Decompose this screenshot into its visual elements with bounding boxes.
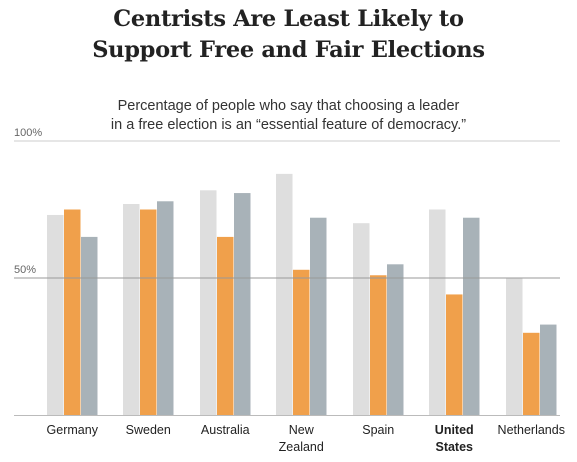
chart-subtitle-line-2: in a free election is an “essential feat… [110,117,467,133]
bar-series-1-4 [353,223,370,415]
x-tick-label-1: Sweden [126,423,171,437]
bar-series-1-6 [506,278,523,415]
bar-series-1-5 [429,209,446,415]
chart-subtitle: Percentage of people who say that choosi… [0,97,577,135]
x-tick-label-2: Australia [201,423,250,437]
bar-series-1-2 [200,190,217,415]
x-tick-label-4: Spain [362,423,394,437]
bar-series-3-2 [234,193,251,415]
bar-series-1-3 [276,173,293,415]
bar-series-2-2 [217,236,234,415]
bar-series-1-1 [123,204,140,415]
x-tick-label-3: New Zealand [279,423,324,454]
chart-title-line-1: Centrists Are Least Likely to [113,6,464,32]
chart-title-line-2: Support Free and Fair Elections [92,37,485,63]
x-tick-label-6: Netherlands [498,423,565,437]
x-tick-label-5: United States [435,423,474,454]
bar-series-2-0 [64,209,81,415]
bar-series-2-5 [446,294,463,415]
bar-series-2-4 [370,275,387,415]
bar-series-3-5 [463,217,480,415]
bar-series-3-6 [540,324,557,415]
x-tick-label-0: Germany [47,423,99,437]
y-tick-label-1: 50% [14,264,36,276]
chart-subtitle-line-1: Percentage of people who say that choosi… [117,98,460,114]
bar-series-3-0 [81,236,98,415]
y-tick-label-0: 100% [14,127,42,139]
bar-series-3-1 [157,201,174,415]
bar-series-1-0 [47,214,64,415]
chart-title: Centrists Are Least Likely to Support Fr… [0,4,577,66]
bar-series-2-1 [140,209,157,415]
bar-series-3-3 [310,217,327,415]
bar-series-3-4 [387,264,404,415]
bar-series-2-3 [293,269,310,415]
bar-series-2-6 [523,332,540,415]
